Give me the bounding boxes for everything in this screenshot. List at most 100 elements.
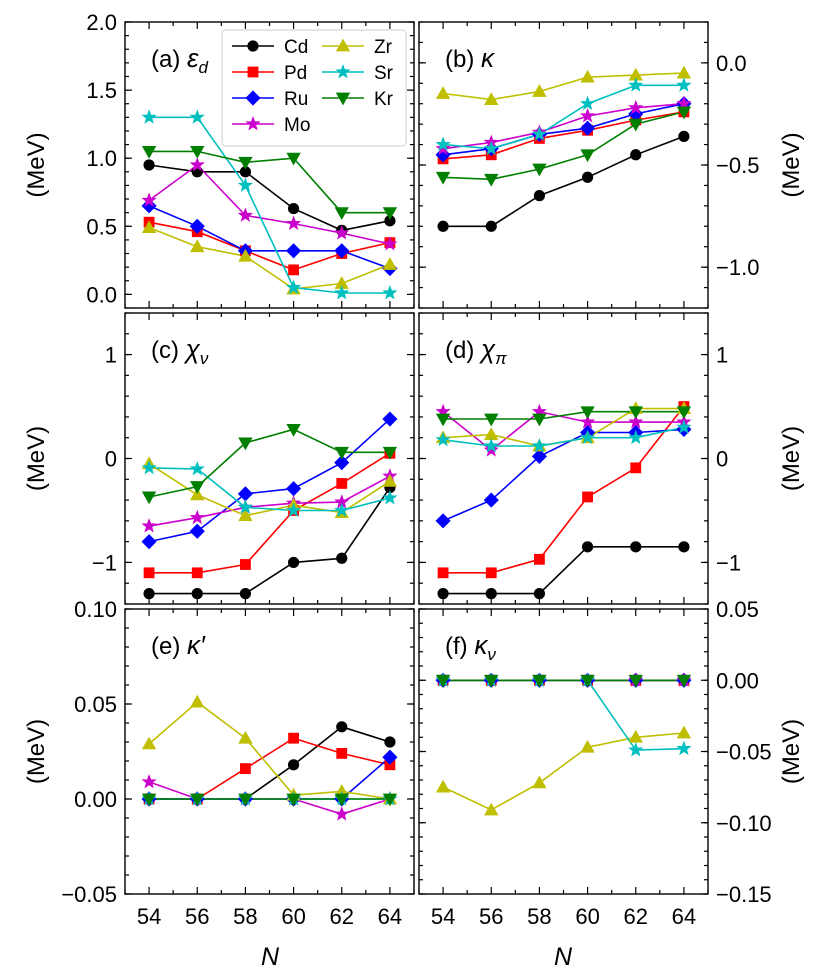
marker-ru: [531, 448, 547, 464]
marker-zr: [532, 775, 547, 789]
panel-title-symbol: ε: [187, 43, 199, 73]
marker-zr: [335, 38, 351, 52]
marker-cd: [384, 736, 396, 748]
panel-title-subscript: π: [495, 349, 507, 368]
marker-pd: [191, 567, 203, 579]
marker-zr: [580, 739, 595, 753]
series-group-f: [435, 672, 692, 816]
y-tick-label: −0.05: [716, 740, 772, 765]
axes-frame-a: [124, 21, 415, 309]
panel-c: −1 0 1 (MeV) (c) χν: [23, 312, 415, 605]
legend-entry-ru: Ru: [232, 89, 308, 110]
x-tick-label: 60: [575, 904, 599, 929]
marker-pd: [534, 553, 545, 565]
marker-kr: [334, 446, 349, 460]
y-tick-label: 0.0: [86, 282, 117, 307]
y-axis-label-c: (MeV): [23, 426, 50, 491]
x-tick-label: 56: [479, 904, 503, 929]
marker-cd: [247, 40, 259, 52]
marker-kr: [532, 674, 547, 688]
marker-sr: [435, 431, 451, 447]
series-line-zr: [148, 701, 391, 800]
marker-zr: [382, 474, 398, 487]
marker-pd: [336, 478, 348, 489]
axes-frame-d: [418, 312, 709, 605]
marker-kr: [382, 446, 398, 460]
marker-mo: [334, 806, 350, 821]
series-line-kr: [148, 428, 390, 498]
marker-sr: [531, 438, 547, 453]
axes-frame-f: [418, 608, 709, 895]
y-axis-label-d: (MeV): [778, 426, 805, 491]
panel-d: −1 0 1 (MeV) (d) χπ: [418, 312, 805, 605]
marker-kr: [335, 92, 351, 106]
marker-kr: [580, 406, 595, 420]
marker-zr: [435, 86, 451, 99]
marker-kr: [141, 491, 157, 505]
panel-title-letter: (e): [151, 633, 187, 660]
marker-mo: [628, 414, 644, 429]
marker-mo: [237, 207, 253, 222]
marker-cd: [678, 130, 690, 142]
marker-kr: [484, 674, 499, 688]
axes-frame-e: [124, 608, 415, 895]
y-tick-label: −0.10: [716, 811, 772, 836]
series-line-zr: [148, 226, 391, 290]
panel-f: −0.15 −0.10 −0.05 0.00 0.05 54 56 58 60 62 64 (MeV)…: [418, 597, 805, 929]
series-line-zr: [148, 463, 391, 517]
marker-sr: [580, 429, 596, 445]
marker-zr: [484, 427, 499, 440]
marker-kr: [676, 106, 692, 120]
marker-ru: [286, 243, 302, 259]
marker-sr: [382, 490, 398, 505]
series-line-ru: [148, 205, 391, 270]
x-tick-label: 60: [281, 904, 305, 929]
panel-title-symbol: κ′: [187, 630, 206, 660]
marker-sr: [531, 126, 547, 141]
panel-title-letter: (a): [151, 46, 187, 73]
panel-title-symbol: χ: [184, 334, 201, 364]
marker-mo: [141, 518, 157, 533]
marker-sr: [189, 460, 205, 476]
marker-cd: [287, 759, 300, 771]
y-tick-label: −1: [92, 550, 117, 575]
legend-label: Sr: [374, 63, 394, 84]
panel-e: −0.05 0.00 0.05 0.10 54 56 58 60 62 64 (MeV) (e) κ′: [23, 597, 415, 929]
panels: 0.0 0.5 1.0 1.5 2.0 (MeV) (a) εd −1.0 −0.5 0.0 (Me…: [23, 10, 805, 929]
series-line-kr: [443, 111, 685, 181]
marker-zr: [580, 69, 595, 83]
marker-zr: [382, 257, 398, 270]
marker-zr: [190, 239, 205, 253]
y-tick-label: 0.5: [86, 214, 117, 239]
marker-zr: [141, 220, 157, 234]
series-line-kr: [443, 410, 684, 420]
marker-sr: [676, 740, 692, 756]
legend: Cd Pd Ru Mo Zr Sr Kr: [221, 29, 407, 147]
panel-title-symbol: κ: [481, 43, 496, 73]
marker-pd: [143, 567, 155, 579]
series-line-cd: [149, 487, 391, 595]
y-tick-label: 0.05: [74, 692, 117, 717]
marker-sr: [237, 177, 253, 192]
marker-ru: [141, 534, 157, 550]
marker-kr: [435, 413, 451, 427]
marker-ru: [580, 120, 596, 136]
panel-title-a: (a) εd: [151, 43, 208, 77]
series-group-d: [435, 401, 692, 600]
marker-zr: [141, 736, 157, 750]
series-line-ru: [442, 428, 684, 522]
marker-zr: [484, 92, 499, 106]
marker-ru: [286, 481, 302, 497]
series-line-pd: [148, 221, 391, 271]
panel-title-symbol: χ: [479, 334, 496, 364]
marker-kr: [238, 437, 253, 451]
marker-mo: [334, 225, 350, 240]
marker-zr: [238, 730, 253, 744]
marker-kr: [334, 207, 349, 220]
series-line-ru: [442, 102, 685, 156]
series-line-mo: [148, 475, 391, 527]
marker-kr: [580, 149, 595, 163]
y-tick-label: 0.05: [716, 597, 759, 622]
series-line-sr: [443, 679, 684, 751]
